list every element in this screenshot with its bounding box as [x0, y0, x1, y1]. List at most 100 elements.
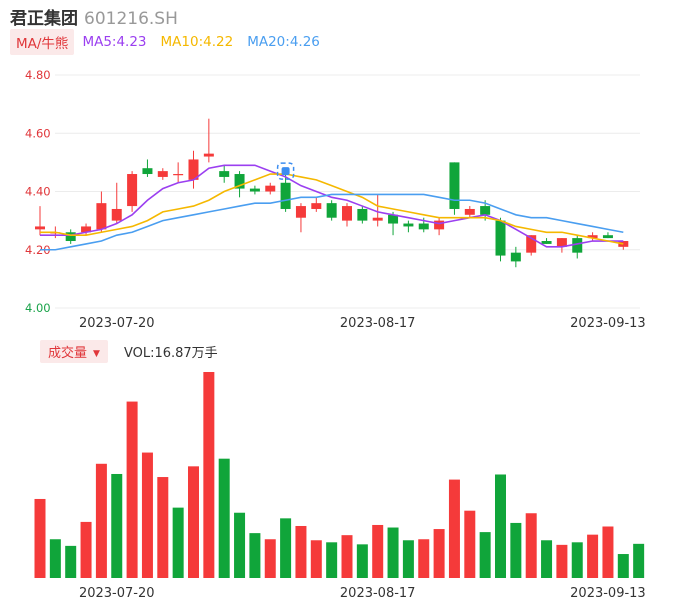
- candle[interactable]: [249, 185, 260, 195]
- candle[interactable]: [111, 182, 122, 224]
- candle[interactable]: [403, 220, 414, 233]
- volume-bar[interactable]: [541, 540, 553, 578]
- candle-body: [326, 203, 337, 218]
- candle[interactable]: [127, 171, 138, 212]
- y-tick-label: 4.40: [25, 185, 51, 199]
- volume-bar[interactable]: [341, 535, 353, 578]
- volume-bar[interactable]: [218, 458, 230, 578]
- volume-bar[interactable]: [295, 525, 307, 578]
- candle[interactable]: [280, 171, 291, 212]
- volume-bar[interactable]: [264, 539, 276, 578]
- volume-bar[interactable]: [172, 507, 184, 578]
- candle[interactable]: [311, 197, 322, 212]
- candle[interactable]: [357, 206, 368, 224]
- candle[interactable]: [434, 217, 445, 236]
- candle[interactable]: [81, 223, 92, 236]
- candle-body: [372, 217, 383, 221]
- volume-bar[interactable]: [249, 533, 261, 578]
- candle-body: [526, 235, 537, 253]
- candle[interactable]: [295, 203, 306, 233]
- volume-bar[interactable]: [617, 554, 629, 578]
- candle[interactable]: [203, 118, 214, 163]
- candle[interactable]: [618, 241, 629, 250]
- candle[interactable]: [510, 246, 521, 268]
- volume-bar[interactable]: [448, 479, 460, 578]
- candle-body: [249, 188, 260, 192]
- x-tick-label: 2023-07-20: [79, 316, 155, 331]
- candle[interactable]: [495, 217, 506, 262]
- candle-body: [510, 252, 521, 262]
- ma5-line: [40, 164, 624, 248]
- volume-bar[interactable]: [111, 473, 123, 578]
- volume-bar[interactable]: [372, 524, 384, 578]
- caret-down-icon: ▼: [93, 348, 100, 359]
- candle[interactable]: [541, 238, 552, 244]
- candle[interactable]: [173, 162, 184, 183]
- volume-bar[interactable]: [495, 474, 506, 578]
- stock-name: 君正集团: [10, 9, 78, 29]
- candle[interactable]: [587, 232, 598, 242]
- volume-bar[interactable]: [65, 545, 77, 578]
- candle[interactable]: [602, 232, 613, 239]
- candle[interactable]: [572, 235, 583, 259]
- volume-bar[interactable]: [34, 498, 46, 578]
- candle[interactable]: [449, 162, 460, 215]
- ma-toggle-button[interactable]: MA/牛熊: [10, 29, 75, 55]
- candle-body: [234, 174, 245, 189]
- candle-body: [96, 203, 107, 230]
- candle-body: [357, 208, 368, 221]
- volume-bar[interactable]: [356, 544, 368, 578]
- candle[interactable]: [219, 165, 230, 183]
- candle[interactable]: [35, 206, 45, 236]
- candle[interactable]: [157, 168, 168, 180]
- volume-bar[interactable]: [141, 452, 153, 578]
- volume-bar[interactable]: [157, 477, 169, 578]
- volume-bar[interactable]: [556, 544, 568, 578]
- volume-bar[interactable]: [433, 529, 445, 578]
- volume-bar[interactable]: [587, 534, 599, 578]
- volume-bar[interactable]: [126, 401, 138, 578]
- candle[interactable]: [326, 200, 337, 221]
- candle-body: [280, 182, 291, 209]
- candle[interactable]: [342, 203, 352, 227]
- volume-bar[interactable]: [479, 532, 491, 578]
- volume-toggle-button[interactable]: 成交量 ▼: [40, 339, 108, 363]
- volume-bar[interactable]: [525, 513, 537, 578]
- candle[interactable]: [372, 194, 383, 227]
- volume-bar[interactable]: [402, 540, 414, 578]
- volume-bar[interactable]: [571, 542, 583, 578]
- ma20-line: [40, 193, 624, 251]
- candle[interactable]: [234, 171, 245, 198]
- volume-bar[interactable]: [418, 539, 430, 578]
- volume-bar[interactable]: [326, 542, 338, 578]
- candle-body: [127, 174, 138, 207]
- volume-bar[interactable]: [234, 512, 246, 578]
- volume-bar[interactable]: [310, 540, 322, 578]
- stock-code: 601216.SH: [84, 9, 178, 29]
- candle[interactable]: [556, 238, 567, 253]
- volume-bar[interactable]: [464, 510, 476, 578]
- volume-bar[interactable]: [602, 526, 614, 579]
- volume-bar[interactable]: [188, 466, 199, 578]
- highlight-marker-icon[interactable]: [276, 162, 295, 180]
- volume-bar[interactable]: [49, 539, 61, 578]
- candle-body: [449, 162, 460, 209]
- ma10-line: [40, 173, 624, 245]
- candle[interactable]: [96, 191, 107, 233]
- candle[interactable]: [142, 159, 153, 177]
- volume-bar[interactable]: [80, 521, 92, 578]
- candle[interactable]: [464, 206, 475, 218]
- candle-body: [81, 226, 92, 233]
- volume-bar[interactable]: [510, 522, 522, 578]
- candle[interactable]: [188, 150, 199, 189]
- volume-bar[interactable]: [387, 527, 399, 578]
- volume-bar[interactable]: [203, 372, 215, 578]
- candle[interactable]: [388, 211, 399, 236]
- candle-body: [587, 235, 598, 239]
- volume-bar[interactable]: [280, 518, 292, 578]
- candle[interactable]: [265, 182, 276, 195]
- volume-bar[interactable]: [95, 463, 107, 578]
- volume-bar[interactable]: [633, 543, 645, 578]
- candle[interactable]: [65, 229, 76, 244]
